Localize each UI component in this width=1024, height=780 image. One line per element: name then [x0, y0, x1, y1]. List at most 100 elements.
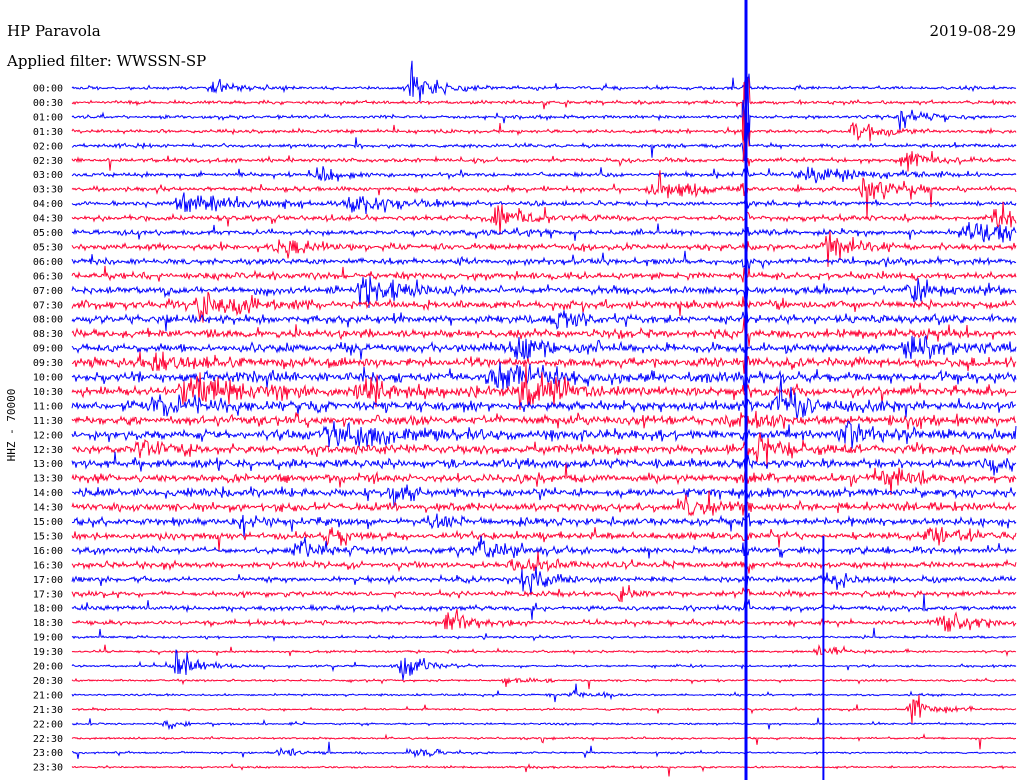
row-label: 09:00 [33, 344, 63, 355]
trace-row-1030 [71, 364, 1017, 410]
trace-row-2000 [71, 649, 1017, 680]
row-label: 14:30 [33, 503, 63, 514]
trace-row-0830 [71, 318, 1017, 347]
trace-row-1900 [71, 627, 1017, 642]
trace-row-1730 [71, 585, 1017, 603]
trace-row-1230 [71, 432, 1017, 466]
row-label: 11:30 [33, 416, 63, 427]
row-label: 14:00 [33, 488, 63, 499]
trace-row-2200 [71, 717, 1017, 731]
trace-row-2230 [71, 733, 1017, 750]
trace-row-1830 [71, 608, 1017, 632]
trace-row-1600 [71, 535, 1017, 559]
trace-row-1100 [71, 376, 1016, 420]
trace-row-0130 [71, 104, 1017, 147]
row-label: 19:30 [33, 647, 63, 658]
trace-row-1130 [71, 410, 1017, 433]
row-label: 12:00 [33, 430, 63, 441]
row-label: 13:00 [33, 459, 63, 470]
row-label: 21:30 [33, 705, 63, 716]
tick-label-group: 00:00 00:30 01:00 01:30 02:00 02:30 03:00 03:30… [33, 84, 63, 774]
row-label: 08:00 [33, 315, 63, 326]
trace-row-2130 [71, 694, 1017, 724]
row-label: 13:30 [33, 474, 63, 485]
row-label: 00:00 [33, 84, 63, 95]
trace-row-0100 [71, 76, 1017, 145]
trace-row-0930 [71, 351, 1017, 374]
row-label: 04:30 [33, 214, 63, 225]
trace-row-0200 [71, 122, 1017, 161]
trace-row-0900 [71, 334, 1017, 361]
row-label: 06:30 [33, 271, 63, 282]
trace-row-0230 [71, 141, 1017, 172]
trace-row-2100 [71, 683, 1017, 703]
trace-group [71, 60, 1017, 777]
row-label: 00:30 [33, 98, 63, 109]
row-label: 17:00 [33, 575, 63, 586]
row-label: 20:30 [33, 676, 63, 687]
row-label: 15:00 [33, 517, 63, 528]
row-label: 01:30 [33, 127, 63, 138]
trace-row-0800 [71, 309, 1017, 332]
trace-row-1500 [71, 512, 1017, 538]
row-label: 23:00 [33, 748, 63, 759]
trace-row-2030 [71, 676, 1017, 690]
trace-row-0730 [71, 291, 1017, 323]
marker-group [744, 0, 825, 780]
trace-row-1000 [71, 362, 1017, 392]
trace-row-1630 [71, 551, 1017, 574]
row-label: 10:00 [33, 373, 63, 384]
row-label: 08:30 [33, 329, 63, 340]
row-label: 22:00 [33, 719, 63, 730]
row-label: 18:00 [33, 604, 63, 615]
trace-row-1400 [71, 484, 1017, 509]
row-label: 03:00 [33, 170, 63, 181]
trace-row-0530 [71, 230, 1017, 267]
row-label: 07:30 [33, 300, 63, 311]
trace-row-0430 [71, 201, 1017, 235]
trace-row-1330 [71, 463, 1017, 496]
trace-row-2300 [71, 741, 1017, 759]
row-label: 04:00 [33, 199, 63, 210]
trace-row-0630 [71, 265, 1017, 283]
row-label: 20:00 [33, 662, 63, 673]
row-label: 16:00 [33, 546, 63, 557]
row-label: 15:30 [33, 532, 63, 543]
trace-row-0330 [71, 170, 1017, 220]
row-label: 06:00 [33, 257, 63, 268]
row-label: 02:00 [33, 141, 63, 152]
row-label: 21:00 [33, 690, 63, 701]
row-label: 02:30 [33, 156, 63, 167]
trace-row-1800 [71, 593, 1017, 620]
trace-row-0300 [71, 164, 1017, 184]
applied-filter: Applied filter: WWSSN-SP [7, 52, 207, 70]
row-label: 19:00 [33, 633, 63, 644]
trace-row-0600 [71, 250, 1017, 272]
trace-row-1930 [71, 643, 1017, 657]
trace-row-0030 [71, 76, 1017, 143]
row-label: 03:30 [33, 185, 63, 196]
trace-row-0500 [71, 222, 1017, 243]
station-name: HP Paravola [7, 22, 101, 40]
channel-label: HHZ - 70000 [5, 389, 18, 462]
record-date: 2019-08-29 [929, 22, 1016, 40]
row-label: 11:00 [33, 401, 63, 412]
row-label: 01:00 [33, 112, 63, 123]
trace-row-1430 [71, 490, 1017, 517]
row-label: 10:30 [33, 387, 63, 398]
trace-row-1700 [71, 567, 1017, 596]
row-label: 07:00 [33, 286, 63, 297]
row-label: 18:30 [33, 618, 63, 629]
trace-row-0700 [71, 276, 1017, 309]
row-label: 05:30 [33, 242, 63, 253]
row-label: 12:30 [33, 445, 63, 456]
row-label: 22:30 [33, 734, 63, 745]
trace-row-1300 [71, 451, 1017, 476]
trace-row-1530 [71, 526, 1017, 552]
trace-row-1200 [71, 420, 1017, 449]
row-label: 17:30 [33, 589, 63, 600]
trace-row-0000 [71, 60, 1017, 102]
row-label: 05:00 [33, 228, 63, 239]
trace-row-0400 [71, 192, 1017, 215]
